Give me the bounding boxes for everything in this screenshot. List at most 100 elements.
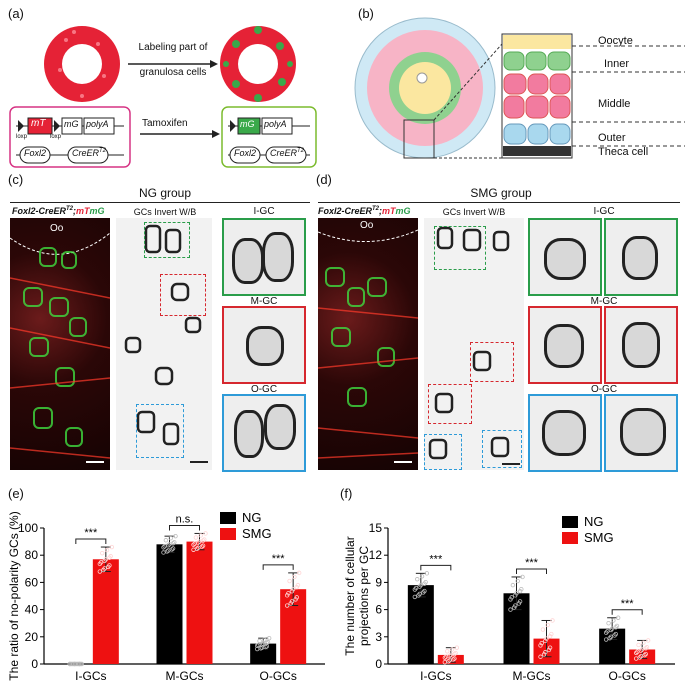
creer-label: CreERT2 <box>72 148 106 158</box>
creer-text: CreER <box>72 148 100 158</box>
significance-bracket <box>169 524 200 531</box>
data-point <box>101 567 106 573</box>
data-point <box>510 582 516 588</box>
panel-c-label: (c) <box>8 172 24 187</box>
data-point <box>106 564 111 570</box>
data-point <box>262 637 267 642</box>
creer2-sup: T2 <box>297 148 305 154</box>
data-point <box>168 536 173 541</box>
data-point <box>538 654 543 659</box>
data-point <box>412 594 418 600</box>
data-point <box>643 651 648 657</box>
smg-genotype-mg: mG <box>395 206 411 216</box>
data-point <box>541 652 547 657</box>
data-point <box>257 638 262 644</box>
bar-ng <box>156 544 183 664</box>
mg-cassette-label: mG <box>64 119 79 129</box>
data-point <box>520 574 525 580</box>
data-point <box>645 638 651 643</box>
ng-invert-image <box>116 218 212 470</box>
data-point <box>606 620 611 626</box>
data-point <box>161 545 166 550</box>
y-tick-label: 20 <box>25 630 39 644</box>
data-point <box>547 645 553 650</box>
data-point <box>289 589 295 594</box>
polya-label: polyA <box>86 119 109 129</box>
data-point <box>170 541 176 546</box>
significance-label: *** <box>525 557 539 569</box>
y-axis-label: projections per GC <box>357 546 371 646</box>
data-point <box>638 648 644 653</box>
bar-smg <box>186 541 213 664</box>
smg-igc-roi <box>434 226 486 270</box>
data-point <box>452 651 457 657</box>
smg-ogc-cell <box>620 408 666 456</box>
y-axis-label-line1: The number of cellular <box>343 536 357 655</box>
significance-bracket <box>420 564 452 571</box>
data-point <box>539 640 544 646</box>
data-point <box>102 558 107 564</box>
data-point <box>516 601 522 606</box>
smg-invert-title: GCs Invert W/B <box>442 207 506 217</box>
data-point <box>547 634 553 639</box>
labeling-text-2: granulosa cells <box>139 67 207 78</box>
data-point <box>508 597 513 602</box>
foxl2-label: Foxl2 <box>24 148 47 158</box>
smg-mgc-cell <box>622 322 660 368</box>
smg-genotype-b: ; <box>379 206 383 216</box>
significance-label: n.s. <box>176 513 194 525</box>
data-point <box>642 652 647 658</box>
smg-genotype-mt: mT <box>382 206 396 216</box>
ng-igc-zoom <box>222 218 306 296</box>
data-point <box>104 547 110 553</box>
theca-label: Theca cell <box>598 146 649 158</box>
data-point <box>194 546 200 551</box>
data-point <box>636 642 641 648</box>
data-point <box>442 655 448 660</box>
legend-swatch-ng <box>220 512 236 524</box>
data-point <box>549 631 554 637</box>
polya-recombined-label: polyA <box>264 119 287 129</box>
data-point <box>515 578 520 584</box>
data-point <box>544 636 549 641</box>
creer-sup: T2 <box>99 148 107 154</box>
y-tick-label: 0 <box>375 657 382 671</box>
smg-mgc-roi-2 <box>428 384 472 424</box>
smg-oocyte-label: Oo <box>360 220 374 231</box>
data-point <box>193 535 199 540</box>
data-point <box>191 542 196 547</box>
data-point <box>203 531 208 536</box>
data-point <box>412 587 418 592</box>
data-point <box>447 653 452 659</box>
data-point <box>200 538 206 543</box>
data-point <box>540 627 546 632</box>
data-point <box>543 650 548 655</box>
data-point <box>293 597 298 602</box>
y-tick-label: 80 <box>25 548 39 562</box>
data-point <box>100 550 105 556</box>
panel-b-label: (b) <box>358 6 374 21</box>
ng-group-title: NG group <box>138 186 192 200</box>
smg-fluorescence-image <box>318 218 418 470</box>
data-point <box>284 603 290 608</box>
ng-ogc-cell <box>264 404 296 450</box>
data-point <box>199 544 205 549</box>
data-point <box>196 540 201 545</box>
data-point <box>603 630 609 635</box>
smg-group-title: SMG group <box>470 186 532 200</box>
data-point <box>517 589 523 594</box>
smg-mgc-roi-1 <box>470 342 514 382</box>
data-point <box>170 546 176 551</box>
data-point <box>77 661 82 667</box>
ng-ogc-title: O-GC <box>250 384 278 395</box>
ng-mgc-roi <box>160 274 206 316</box>
ng-genotype-sup: T2 <box>66 206 74 212</box>
bar-ng <box>407 585 434 664</box>
ng-genotype-mg: mG <box>89 206 105 216</box>
ng-mgc-zoom <box>222 306 306 384</box>
smg-mgc-title: M-GC <box>590 296 618 307</box>
data-point <box>637 655 642 660</box>
smg-ogc-title: O-GC <box>590 384 618 395</box>
